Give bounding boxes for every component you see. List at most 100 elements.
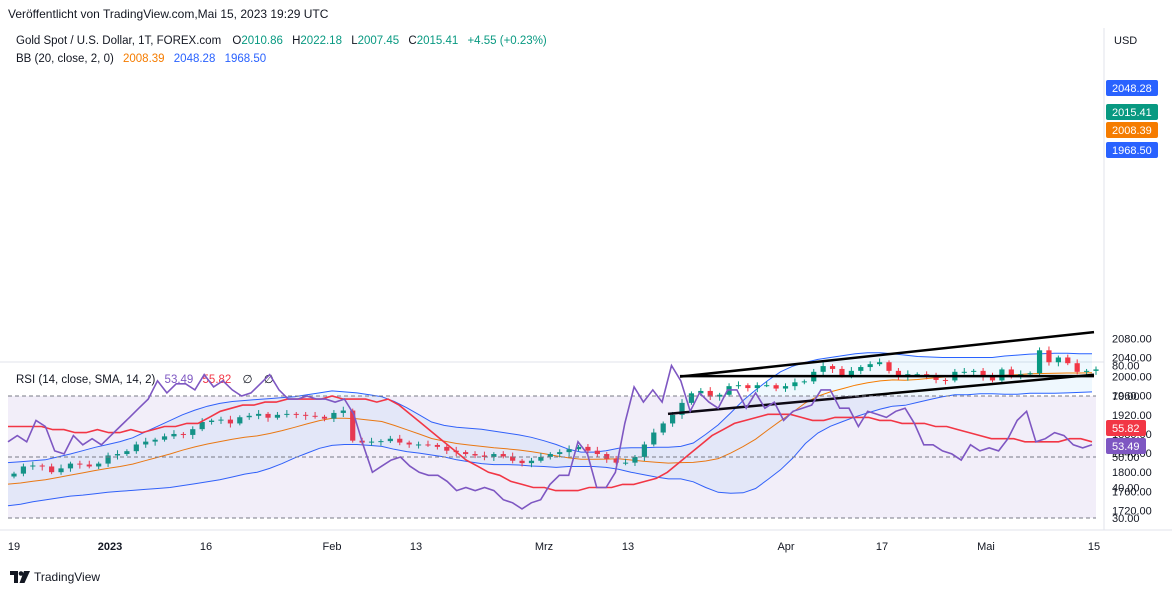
candle: [425, 444, 431, 446]
candle: [566, 449, 572, 453]
candle: [274, 414, 281, 418]
price-tick-label: 2000.00: [1112, 372, 1152, 384]
time-tick-label: Feb: [323, 541, 342, 553]
change-value: +4.55 (+0.23%): [467, 35, 547, 47]
candle: [368, 441, 375, 443]
candle: [124, 451, 130, 455]
candle: [293, 413, 299, 415]
candle: [557, 452, 563, 455]
candle: [989, 376, 996, 381]
time-tick-label: 17: [876, 541, 888, 553]
candle: [613, 458, 619, 463]
price-tick-label: 1760.00: [1112, 486, 1152, 498]
candle: [463, 452, 469, 455]
candle: [632, 456, 638, 463]
candle: [829, 366, 836, 369]
candle: [604, 454, 610, 459]
candle: [378, 441, 384, 443]
candle: [895, 370, 902, 377]
currency-label: USD: [1114, 35, 1138, 47]
candle: [858, 367, 864, 371]
time-tick-label: 16: [200, 541, 212, 553]
candle: [114, 454, 121, 456]
candle: [143, 441, 149, 445]
candle: [208, 420, 215, 423]
rsi-tick-label: 30.00: [1112, 513, 1140, 525]
candle: [707, 390, 713, 397]
footer-brand-text: TradingView: [34, 570, 101, 584]
candle: [745, 385, 751, 389]
candle: [1008, 369, 1014, 376]
candle: [406, 442, 412, 445]
candle: [265, 413, 271, 418]
price-tag-label-bb_lower: 1968.50: [1112, 145, 1152, 157]
candle: [49, 466, 55, 473]
price-tag-label-bb_basis: 2008.39: [1112, 125, 1152, 137]
candle: [1027, 373, 1033, 375]
channel-lower-trendline: [667, 373, 1095, 416]
candle: [792, 382, 798, 387]
bb-lower-value: 1968.50: [224, 53, 267, 65]
bb-upper-value: 2048.28: [173, 53, 216, 65]
time-tick-label: Mai: [977, 541, 995, 553]
candle: [660, 423, 666, 433]
low-label: L: [351, 35, 358, 47]
rsi-tag-rsi: [1106, 438, 1146, 454]
candle: [773, 385, 779, 389]
price-tick-label: 1920.00: [1112, 410, 1152, 422]
rsi-sma-line: [8, 395, 1093, 492]
candle: [735, 385, 742, 387]
time-tick-label: 15: [1088, 541, 1100, 553]
candle: [340, 410, 346, 413]
na-icon-1: ∅: [242, 374, 253, 386]
candle: [764, 385, 770, 387]
candle: [670, 414, 676, 424]
candle: [961, 371, 967, 373]
candle: [877, 362, 883, 365]
price-tag-bb_basis: [1106, 122, 1158, 138]
candle: [698, 390, 704, 394]
candle: [227, 419, 233, 424]
candle: [971, 370, 977, 372]
candle: [321, 416, 328, 419]
bb-legend: BB (20, close, 2, 0) 2008.39 2048.28 196…: [16, 53, 268, 65]
candle: [444, 446, 450, 451]
candle: [105, 455, 111, 464]
candle: [1093, 369, 1099, 371]
candle: [58, 468, 64, 473]
candle: [688, 393, 695, 403]
candle: [133, 444, 139, 452]
price-tag-bb_upper: [1106, 80, 1158, 96]
candle: [754, 385, 760, 389]
candle: [180, 433, 186, 435]
candle: [594, 450, 600, 455]
candle: [538, 456, 544, 461]
rsi-tick-label: 80.00: [1112, 361, 1140, 373]
candle: [547, 454, 553, 457]
candle: [20, 466, 27, 474]
price-tag-close: [1106, 104, 1158, 120]
rsi-line: [7, 363, 1093, 510]
candle: [67, 463, 74, 469]
candle: [914, 374, 920, 376]
rsi-tick-label: 50.00: [1112, 452, 1140, 464]
candle: [519, 460, 525, 464]
candle: [77, 463, 83, 465]
candle: [848, 370, 854, 376]
price-tag-bb_lower: [1106, 142, 1158, 158]
candle: [491, 454, 497, 457]
candle: [190, 429, 196, 435]
rsi-tick-label: 40.00: [1112, 483, 1140, 495]
candle: [585, 446, 591, 451]
price-tick-label: 2040.00: [1112, 352, 1152, 364]
candle: [839, 368, 845, 376]
time-tick-label: 13: [622, 541, 634, 553]
candle: [312, 415, 318, 417]
candle: [161, 436, 168, 440]
rsi-value: 53.49: [164, 374, 194, 386]
candle: [1074, 363, 1080, 372]
bb-lower-line: [7, 391, 1093, 507]
time-tick-label: 13: [410, 541, 422, 553]
candle: [1065, 357, 1071, 364]
